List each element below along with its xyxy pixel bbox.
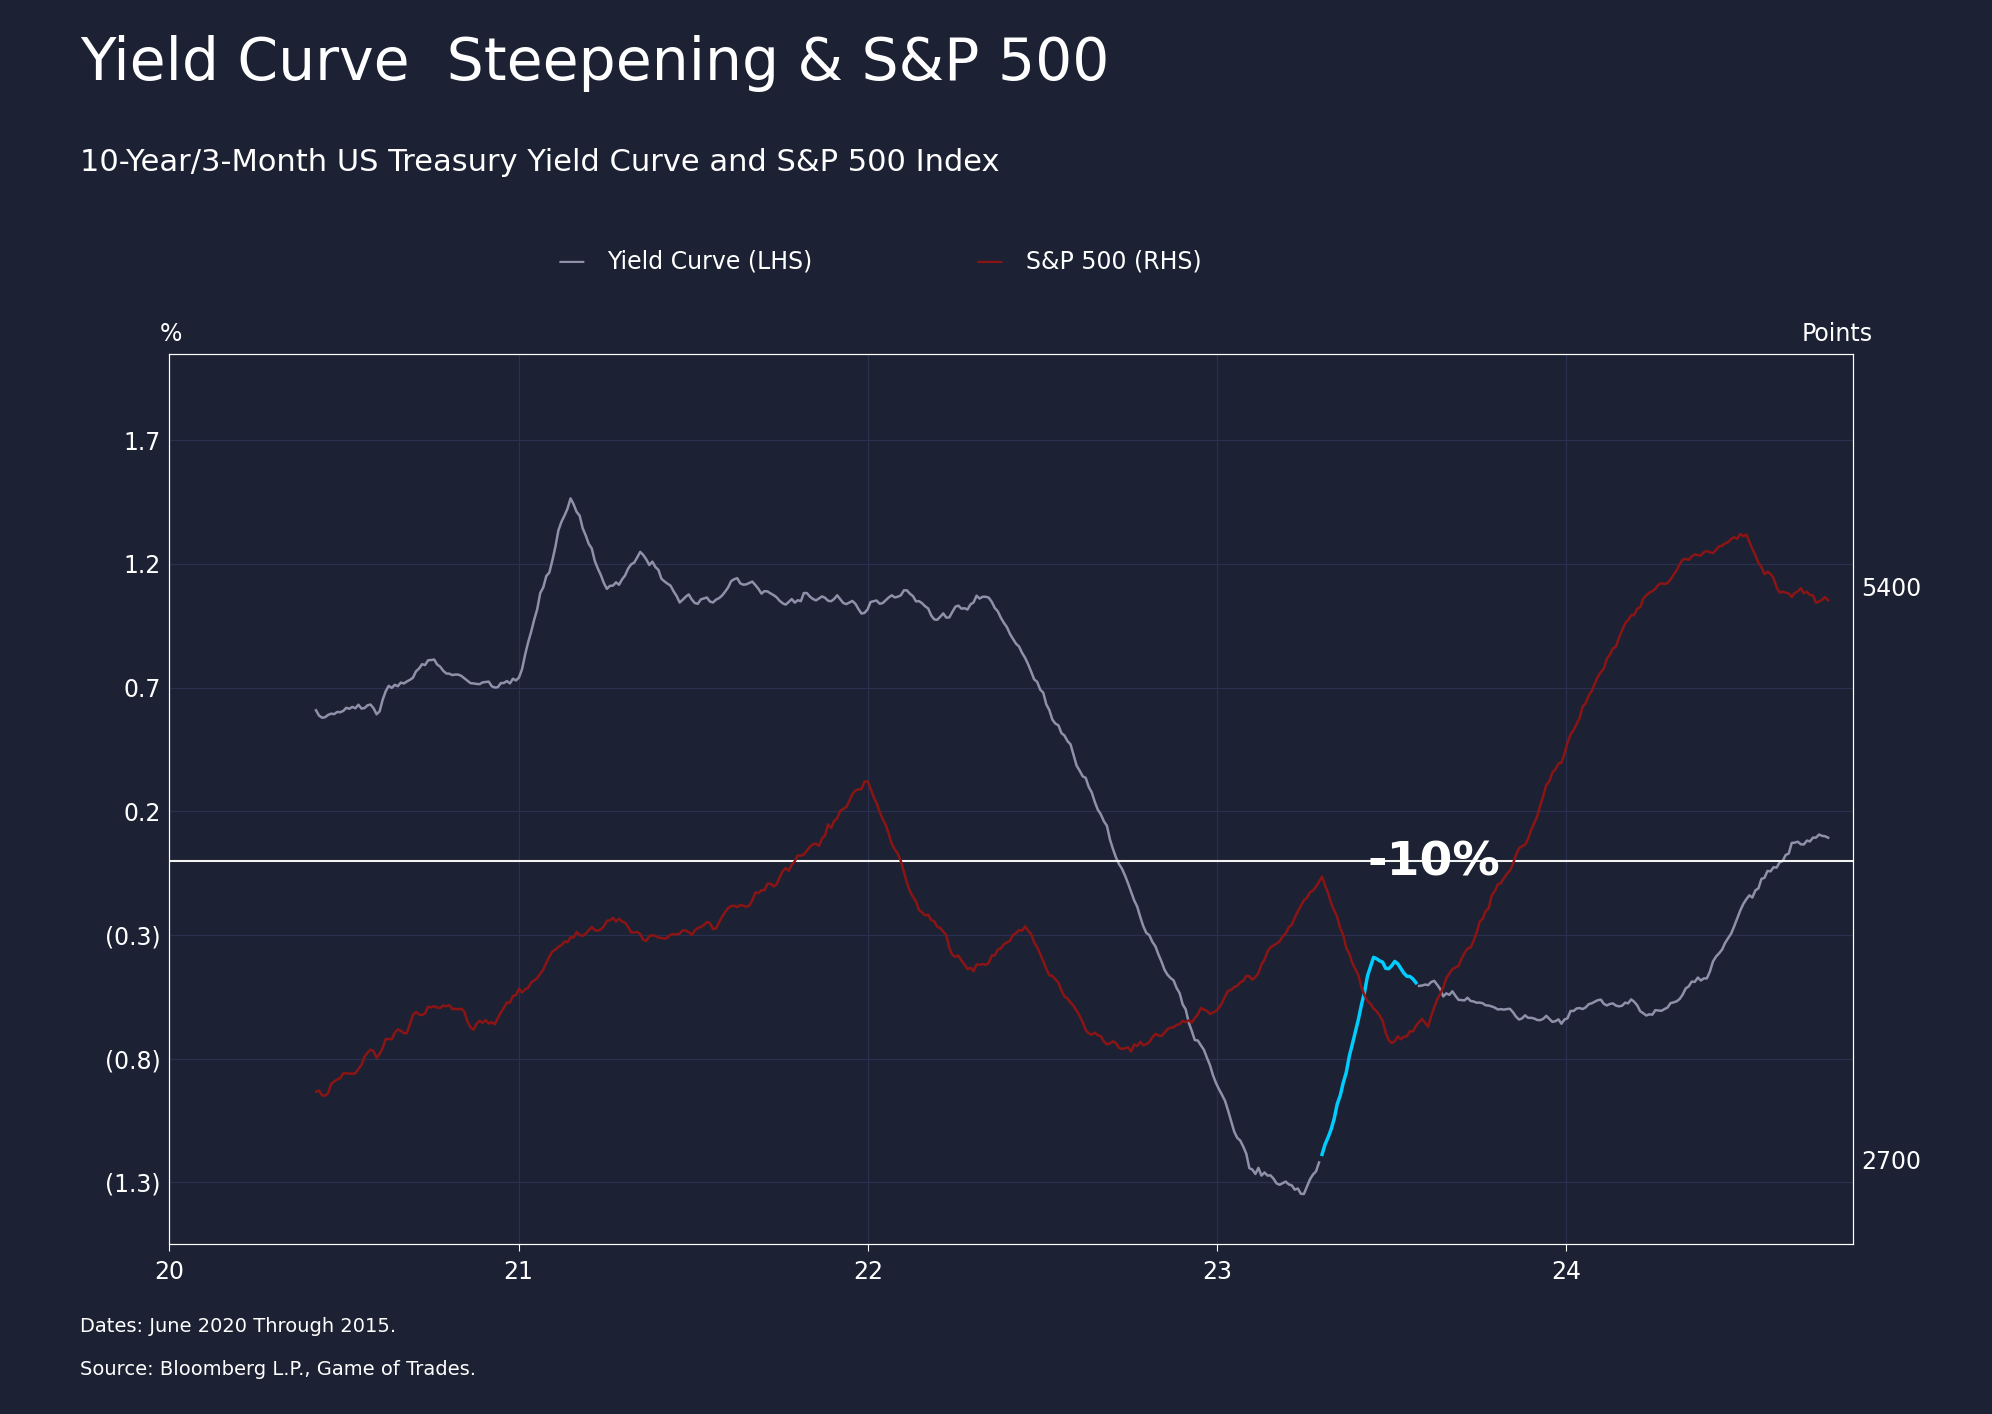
Text: Source: Bloomberg L.P., Game of Trades.: Source: Bloomberg L.P., Game of Trades. — [80, 1360, 476, 1379]
Text: Yield Curve (LHS): Yield Curve (LHS) — [608, 250, 813, 273]
Text: Dates: June 2020 Through 2015.: Dates: June 2020 Through 2015. — [80, 1318, 396, 1336]
Text: —: — — [976, 247, 1004, 276]
Text: Yield Curve  Steepening & S&P 500: Yield Curve Steepening & S&P 500 — [80, 35, 1110, 92]
Text: %: % — [159, 322, 181, 346]
Text: S&P 500 (RHS): S&P 500 (RHS) — [1026, 250, 1201, 273]
Text: -10%: -10% — [1367, 840, 1500, 885]
Text: —: — — [558, 247, 586, 276]
Text: Points: Points — [1801, 322, 1872, 346]
Text: 10-Year/3-Month US Treasury Yield Curve and S&P 500 Index: 10-Year/3-Month US Treasury Yield Curve … — [80, 148, 1000, 178]
